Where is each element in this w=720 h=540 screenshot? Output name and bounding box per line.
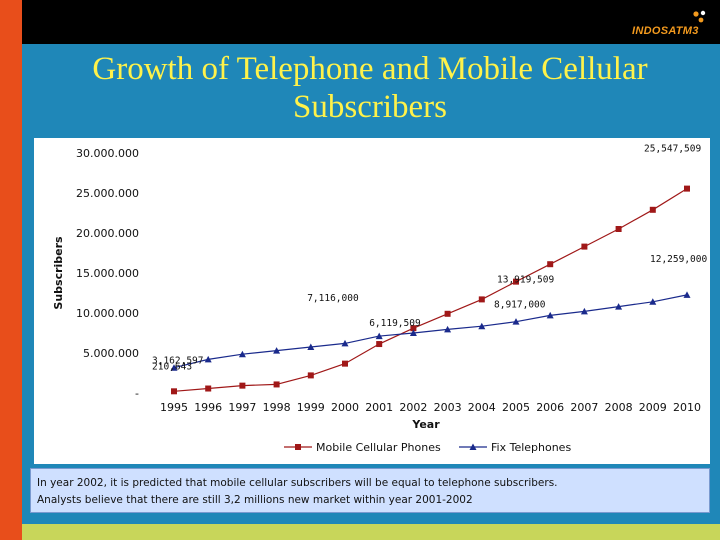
mobile-point [307, 372, 314, 379]
indosat-logo: INDOSATM3 [632, 8, 712, 40]
mobile-point [444, 310, 451, 317]
y-tick-labels: - 5.000.000 10.000.000 15.000.000 20.000.000… [76, 147, 139, 400]
logo-dots-icon [693, 10, 706, 23]
data-label: 210,643 [152, 361, 192, 372]
legend-marker [295, 444, 301, 450]
y-tick-label: 25.000.000 [76, 187, 139, 200]
left-accent-stripe [0, 0, 22, 540]
x-tick-label: 2010 [673, 401, 701, 414]
mobile-point [171, 388, 177, 395]
fix-point [512, 318, 520, 325]
data-label: 13,919,509 [497, 275, 554, 286]
mobile-point [649, 206, 656, 213]
top-bar [0, 0, 720, 44]
x-axis-label: Year [411, 418, 440, 431]
x-tick-label: 1996 [194, 401, 222, 414]
data-label: 8,917,000 [494, 300, 546, 311]
fix-point [307, 343, 315, 350]
y-tick-label: 5.000.000 [83, 347, 139, 360]
x-tick-label: 2000 [331, 401, 359, 414]
mobile-point [376, 341, 383, 348]
chart-legend: Mobile Cellular Phones Fix Telephones [284, 441, 571, 454]
x-tick-label: 1997 [228, 401, 256, 414]
mobile-point [581, 243, 588, 250]
bottom-bar [22, 524, 720, 540]
fix-point [546, 311, 554, 319]
x-tick-label: 2005 [502, 401, 530, 414]
mobile-point [273, 381, 280, 388]
fix-point [683, 291, 691, 298]
title-line-1: Growth of Telephone and Mobile Cellular [92, 51, 648, 87]
fix-point [615, 303, 623, 310]
y-tick-label: 15.000.000 [76, 267, 139, 280]
fix-point [444, 325, 452, 333]
y-tick-label: 10.000.000 [76, 307, 139, 320]
series-markers [170, 185, 691, 395]
slide-title: Growth of Telephone and Mobile Cellular … [30, 50, 710, 126]
y-tick-label: 20.000.000 [76, 227, 139, 240]
note-line-2: Analysts believe that there are still 3,… [37, 494, 473, 506]
legend-marker [469, 443, 477, 450]
data-label: 25,547,509 [644, 144, 701, 155]
fix-point [273, 347, 281, 354]
legend-label: Fix Telephones [491, 441, 571, 454]
mobile-point [205, 385, 212, 392]
note-box: In year 2002, it is predicted that mobil… [30, 468, 710, 513]
x-tick-label: 2009 [639, 401, 667, 414]
x-tick-label: 2004 [468, 401, 496, 414]
mobile-point [684, 185, 690, 192]
x-tick-label: 2007 [570, 401, 598, 414]
fix-point [238, 350, 246, 358]
series-lines [173, 188, 688, 392]
fix-point [649, 298, 657, 305]
data-label: 12,259,000 [650, 254, 707, 265]
x-tick-label: 2006 [536, 401, 564, 414]
fix-point [409, 329, 417, 336]
mobile-point [513, 278, 519, 285]
chart-panel: - 5.000.000 10.000.000 15.000.000 20.000.000… [34, 138, 710, 464]
x-tick-labels: 1995 1996 1997 1998 1999 2000 2001 2002 2003 2004… [160, 401, 701, 414]
x-tick-label: 2008 [605, 401, 633, 414]
data-label: 7,116,000 [307, 293, 359, 304]
x-tick-label: 1998 [263, 401, 291, 414]
mobile-point [342, 360, 348, 367]
data-label: 3,162,597 [152, 356, 203, 367]
mobile-point [547, 261, 554, 268]
x-tick-label: 1995 [160, 401, 188, 414]
x-tick-label: 2003 [434, 401, 462, 414]
x-tick-label: 2002 [399, 401, 427, 414]
line-chart: - 5.000.000 10.000.000 15.000.000 20.000.000… [52, 144, 707, 454]
mobile-point [410, 325, 417, 332]
title-line-2: Subscribers [293, 89, 447, 125]
fix-point [170, 364, 178, 371]
note-line-1: In year 2002, it is predicted that mobil… [37, 477, 558, 489]
mobile-point [478, 296, 485, 303]
fix-point [204, 355, 212, 363]
x-tick-label: 2001 [365, 401, 393, 414]
series-line-1 [173, 188, 688, 392]
mobile-point [239, 382, 246, 389]
series-line-2 [173, 294, 688, 369]
y-axis-label: Subscribers [52, 236, 65, 310]
fix-point [375, 332, 383, 340]
x-tick-label: 1999 [297, 401, 325, 414]
fix-point [580, 307, 588, 315]
fix-point [478, 322, 486, 330]
y-tick-label: 30.000.000 [76, 147, 139, 160]
mobile-point [615, 226, 622, 232]
y-tick-label: - [135, 387, 139, 400]
logo-text: INDOSATM3 [632, 25, 699, 37]
legend-label: Mobile Cellular Phones [316, 441, 441, 454]
fix-point [341, 339, 349, 347]
data-label: 6,119,509 [369, 318, 421, 329]
